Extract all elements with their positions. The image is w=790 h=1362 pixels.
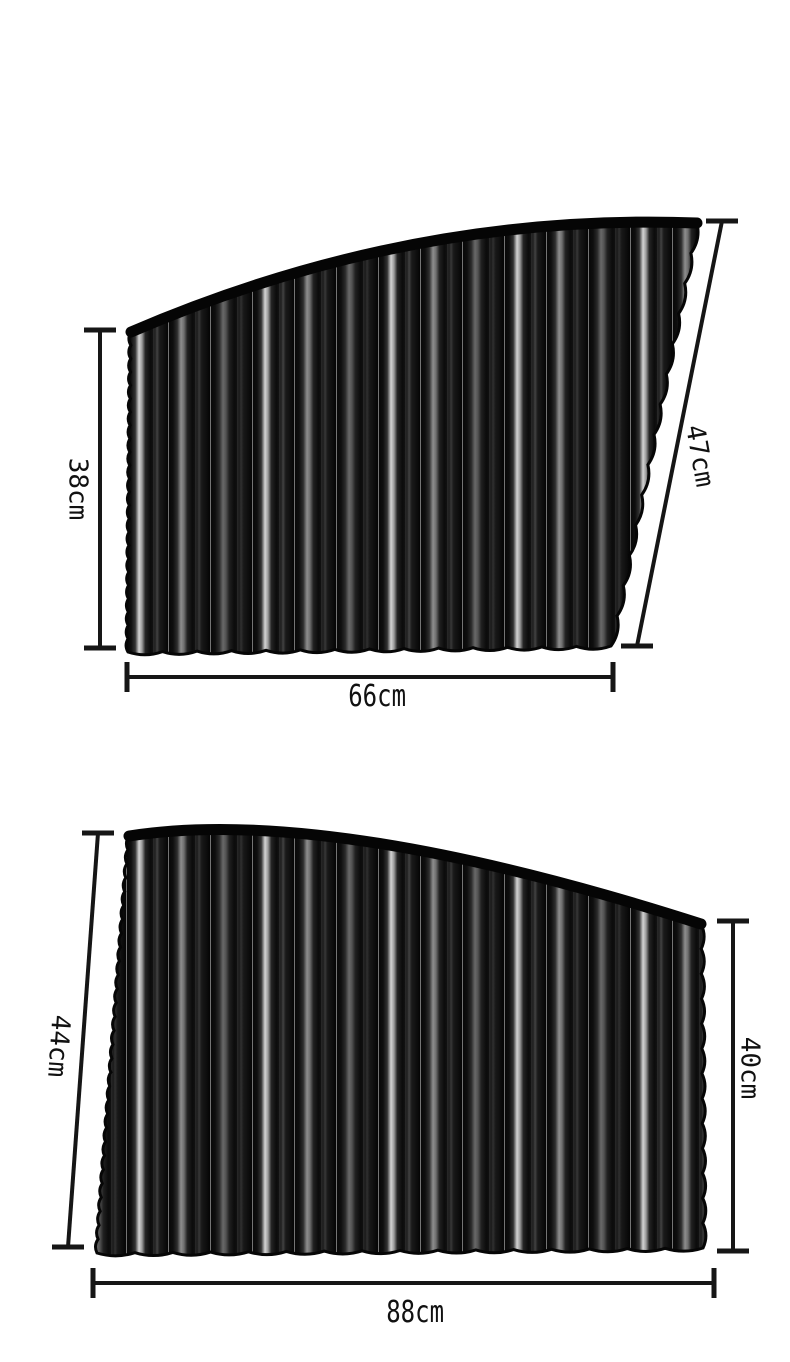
front-curtain-top-rail xyxy=(125,216,703,338)
dim-line-front-slant xyxy=(635,220,724,647)
label-text: 38cm xyxy=(62,457,92,521)
dim-line-rear-slant xyxy=(66,832,100,1248)
label-text: 88cm xyxy=(386,1295,444,1330)
label-text: 44cm xyxy=(40,1013,76,1079)
rear-curtain-shape xyxy=(94,827,708,1258)
rear-curtain-top-rail xyxy=(123,823,707,930)
label-text: 66cm xyxy=(348,679,406,714)
front-curtain-shape xyxy=(124,220,700,657)
label-text: 40cm xyxy=(734,1036,764,1100)
